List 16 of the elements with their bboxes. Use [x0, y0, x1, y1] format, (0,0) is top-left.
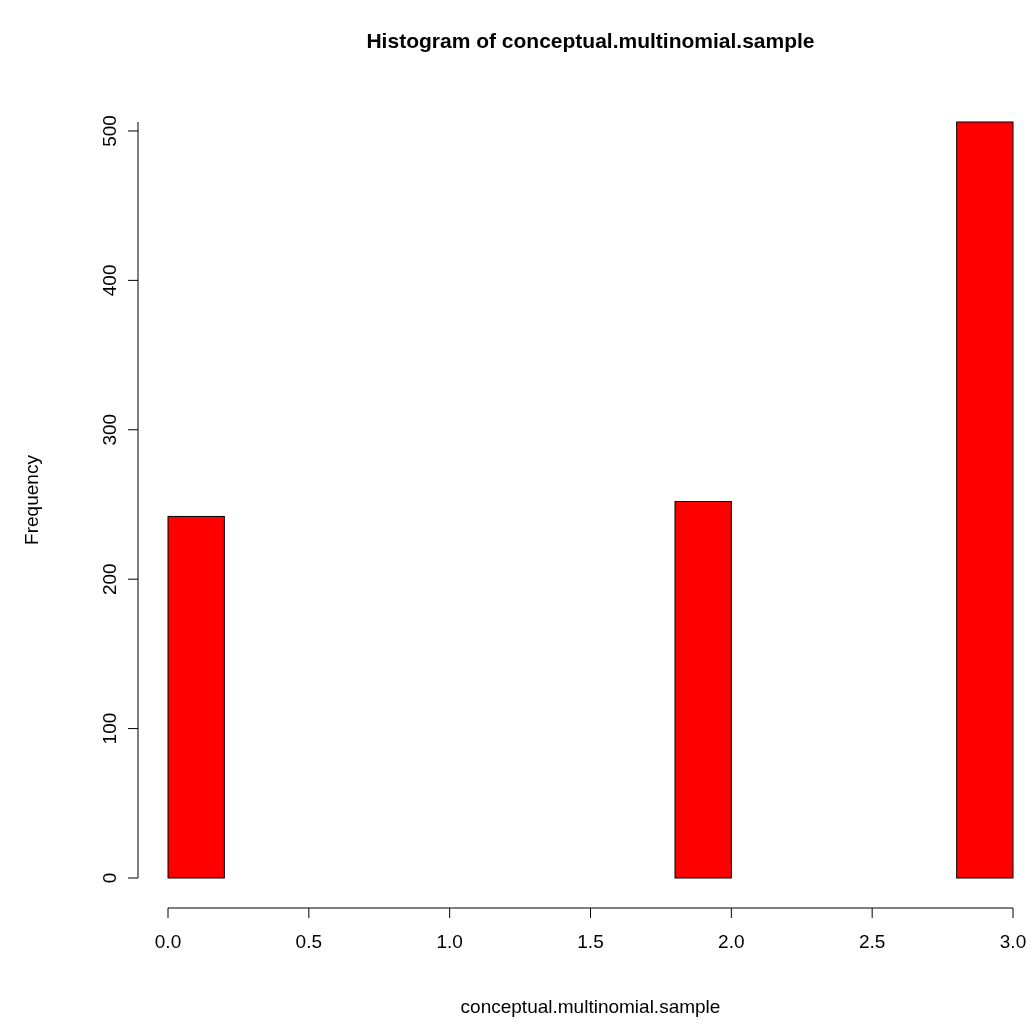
y-tick-label: 300	[99, 413, 120, 446]
x-tick-label: 0.0	[154, 931, 182, 952]
y-tick-label: 400	[99, 264, 120, 297]
x-tick-label: 0.5	[295, 931, 323, 952]
y-tick-label: 0	[99, 872, 120, 884]
y-tick-label: 100	[99, 712, 120, 745]
x-tick-label: 3.0	[999, 931, 1027, 952]
chart-title: Histogram of conceptual.multinomial.sample	[366, 29, 815, 52]
x-tick-label: 1.5	[577, 931, 604, 952]
x-axis-title: conceptual.multinomial.sample	[460, 996, 721, 1017]
x-tick-label: 2.5	[858, 931, 886, 952]
y-tick-label: 500	[99, 115, 120, 147]
x-tick-label: 1.0	[436, 931, 463, 952]
x-tick-label: 2.0	[718, 931, 745, 952]
y-axis-title: Frequency	[21, 454, 42, 545]
y-tick-label: 200	[99, 563, 120, 596]
